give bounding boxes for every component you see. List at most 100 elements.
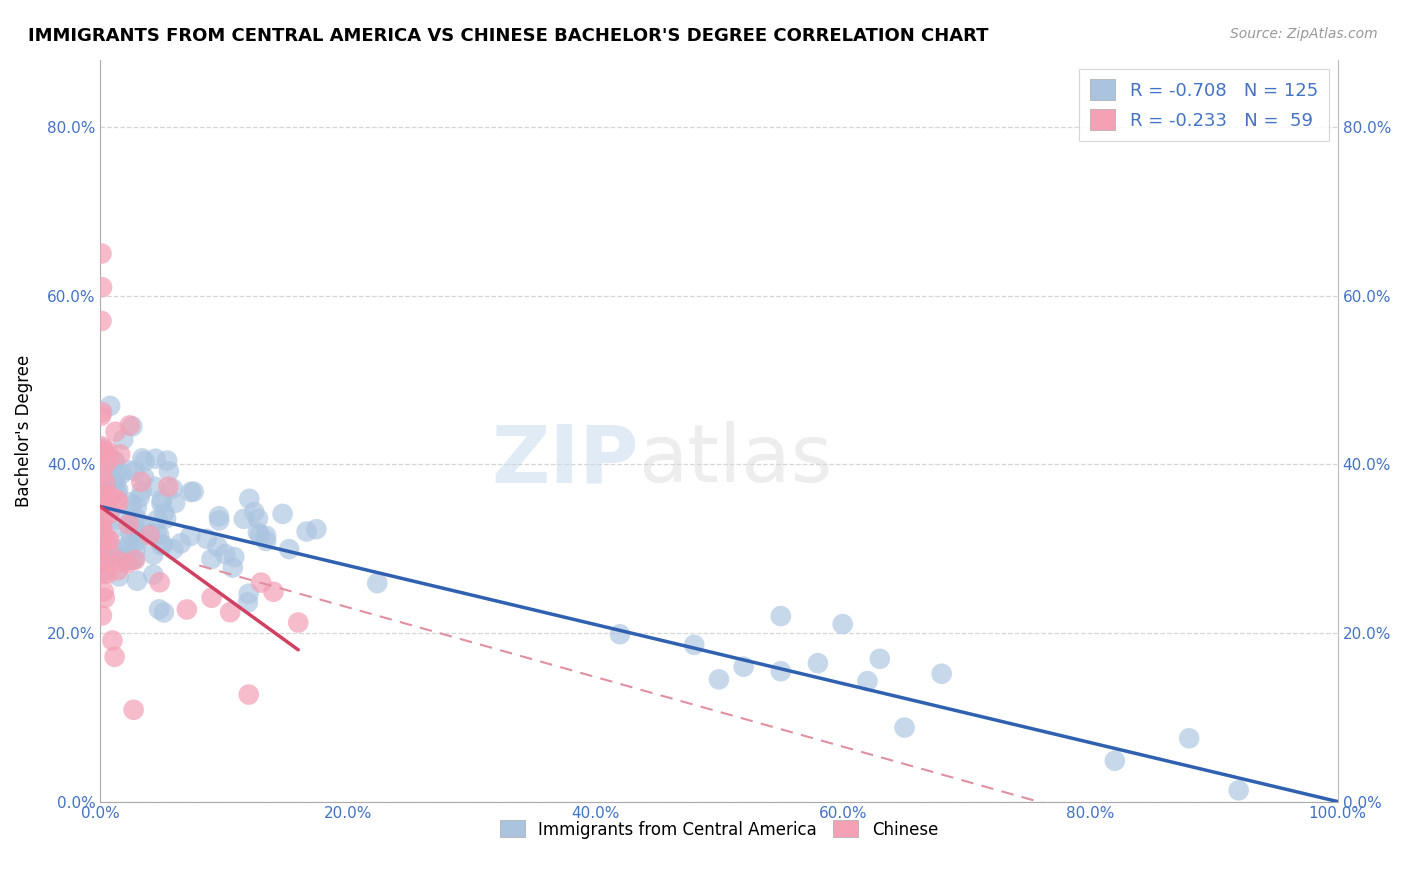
Point bbox=[90, 551, 112, 566]
Point bbox=[118, 517, 141, 532]
Point bbox=[98, 507, 121, 521]
Point bbox=[93, 584, 115, 599]
Point bbox=[121, 553, 143, 567]
Point bbox=[207, 540, 229, 554]
Point bbox=[707, 673, 730, 687]
Point bbox=[931, 666, 953, 681]
Point bbox=[769, 609, 792, 624]
Point bbox=[93, 524, 115, 539]
Point bbox=[263, 584, 285, 599]
Point bbox=[287, 615, 309, 630]
Point bbox=[132, 470, 155, 484]
Point bbox=[145, 526, 167, 541]
Point bbox=[105, 485, 128, 500]
Point bbox=[733, 659, 755, 673]
Point bbox=[96, 538, 118, 552]
Point bbox=[91, 514, 114, 528]
Point bbox=[271, 507, 294, 521]
Point bbox=[118, 526, 141, 541]
Point bbox=[117, 539, 139, 553]
Point bbox=[831, 617, 853, 632]
Point bbox=[238, 587, 260, 601]
Point bbox=[893, 721, 915, 735]
Point bbox=[156, 453, 179, 467]
Point bbox=[97, 566, 120, 581]
Point bbox=[91, 439, 114, 453]
Point bbox=[305, 522, 328, 536]
Point bbox=[103, 482, 125, 496]
Point bbox=[94, 591, 117, 605]
Point bbox=[195, 532, 218, 546]
Point bbox=[112, 551, 135, 566]
Point bbox=[238, 491, 260, 506]
Point bbox=[139, 526, 162, 541]
Point bbox=[111, 545, 134, 559]
Point bbox=[107, 549, 129, 564]
Point bbox=[224, 549, 246, 564]
Point bbox=[104, 425, 127, 439]
Point bbox=[90, 409, 112, 423]
Point bbox=[125, 524, 148, 539]
Text: ZIP: ZIP bbox=[491, 421, 638, 500]
Point bbox=[105, 493, 128, 508]
Y-axis label: Bachelor's Degree: Bachelor's Degree bbox=[15, 354, 32, 507]
Point bbox=[609, 627, 631, 641]
Point bbox=[162, 482, 184, 496]
Legend: Immigrants from Central America, Chinese: Immigrants from Central America, Chinese bbox=[494, 814, 945, 846]
Point bbox=[366, 576, 388, 591]
Point bbox=[112, 433, 135, 447]
Point bbox=[98, 533, 121, 548]
Point bbox=[90, 486, 112, 500]
Point bbox=[105, 512, 128, 526]
Point bbox=[150, 493, 173, 508]
Point bbox=[125, 511, 148, 525]
Point bbox=[238, 688, 260, 702]
Point bbox=[142, 548, 165, 562]
Text: IMMIGRANTS FROM CENTRAL AMERICA VS CHINESE BACHELOR'S DEGREE CORRELATION CHART: IMMIGRANTS FROM CENTRAL AMERICA VS CHINE… bbox=[28, 27, 988, 45]
Point bbox=[145, 451, 167, 466]
Point bbox=[148, 528, 170, 542]
Point bbox=[90, 246, 112, 260]
Point bbox=[98, 489, 121, 503]
Point bbox=[96, 456, 118, 470]
Point bbox=[143, 480, 166, 494]
Point bbox=[93, 490, 115, 504]
Point bbox=[129, 475, 152, 489]
Point bbox=[90, 558, 112, 572]
Point bbox=[157, 464, 180, 478]
Point bbox=[236, 595, 259, 609]
Point bbox=[94, 489, 117, 503]
Point bbox=[93, 564, 115, 578]
Point bbox=[250, 575, 273, 590]
Point bbox=[254, 529, 277, 543]
Point bbox=[115, 557, 138, 571]
Point bbox=[122, 514, 145, 528]
Point bbox=[683, 638, 706, 652]
Point bbox=[104, 454, 127, 468]
Point bbox=[108, 554, 131, 568]
Point bbox=[118, 418, 141, 433]
Point bbox=[208, 509, 231, 524]
Point bbox=[214, 547, 236, 561]
Point bbox=[94, 549, 117, 564]
Point bbox=[103, 474, 125, 488]
Point bbox=[128, 534, 150, 549]
Point bbox=[93, 444, 115, 458]
Point bbox=[90, 557, 112, 571]
Point bbox=[91, 405, 114, 419]
Point bbox=[90, 510, 112, 524]
Point bbox=[246, 511, 269, 525]
Point bbox=[98, 488, 121, 502]
Point bbox=[104, 649, 127, 664]
Point bbox=[90, 539, 112, 553]
Point bbox=[118, 549, 141, 563]
Point bbox=[91, 280, 114, 294]
Point bbox=[101, 500, 124, 515]
Point bbox=[807, 656, 830, 670]
Point bbox=[98, 545, 121, 559]
Point bbox=[208, 513, 231, 527]
Point bbox=[96, 552, 118, 566]
Point bbox=[101, 633, 124, 648]
Point bbox=[254, 533, 277, 548]
Point bbox=[93, 566, 115, 581]
